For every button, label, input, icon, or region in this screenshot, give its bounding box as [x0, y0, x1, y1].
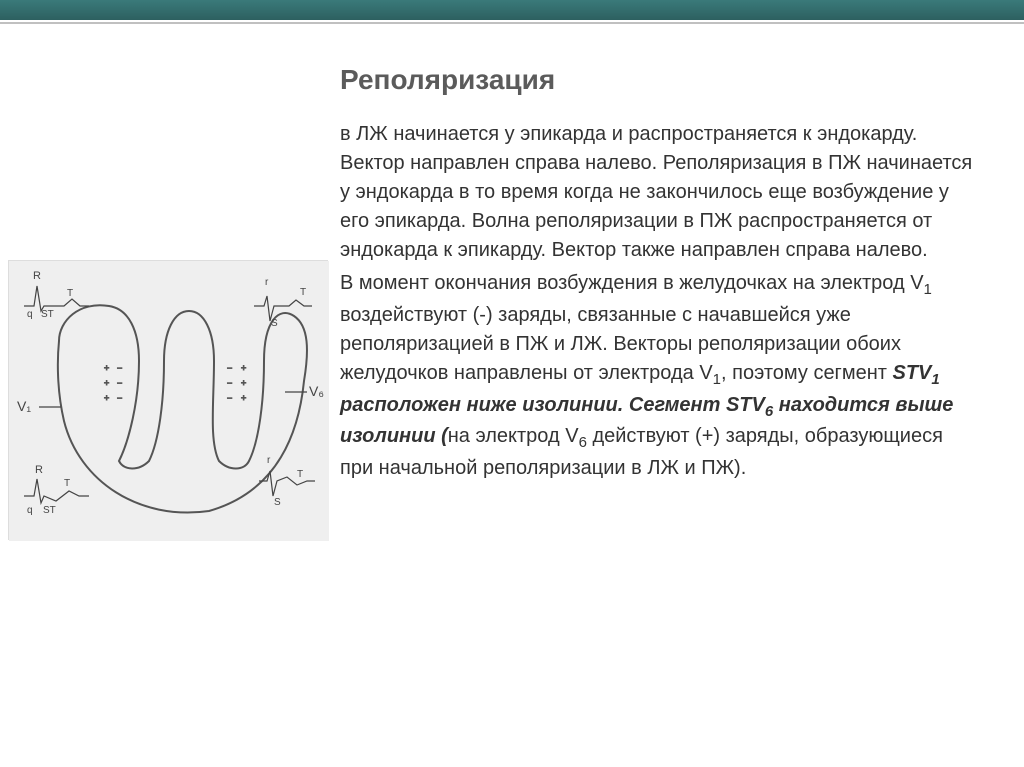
svg-text:+: +: [104, 378, 109, 388]
label-T2: T: [300, 287, 306, 298]
label-q3: q: [27, 505, 33, 516]
label-ST3: ST: [43, 505, 56, 516]
label-R: R: [33, 270, 41, 282]
label-R3: R: [35, 464, 43, 476]
svg-text:−: −: [117, 393, 122, 403]
label-T4: T: [297, 469, 303, 480]
sub-1a: 1: [924, 281, 932, 298]
italic-sub6: 6: [765, 403, 773, 420]
label-s2: S: [271, 318, 278, 329]
svg-text:+: +: [104, 393, 109, 403]
svg-text:−: −: [117, 363, 122, 373]
label-T3: T: [64, 478, 70, 489]
svg-text:−: −: [227, 378, 232, 388]
para2-d: на электрод V: [448, 425, 579, 447]
sub-6b: 6: [579, 434, 587, 451]
top-accent-bar: [0, 0, 1024, 20]
label-s4: S: [274, 497, 281, 508]
label-T1: T: [67, 288, 73, 299]
diagram-svg: +++ −−− −−− +++ R T ST q r T S V₁ V₆ R T…: [9, 261, 329, 541]
italic-stv1b: расположен ниже изолинии. Сегмент STV: [340, 394, 765, 416]
heart-diagram: +++ −−− −−− +++ R T ST q r T S V₁ V₆ R T…: [8, 260, 328, 540]
body-text: в ЛЖ начинается у эпикарда и распростран…: [340, 120, 980, 487]
italic-stv1a: STV: [893, 362, 932, 384]
sub-1b: 1: [713, 371, 721, 388]
divider: [0, 22, 1024, 24]
svg-text:+: +: [104, 363, 109, 373]
label-V6: V₆: [309, 383, 324, 399]
label-q1: q: [27, 309, 33, 320]
svg-text:−: −: [117, 378, 122, 388]
svg-text:+: +: [241, 378, 246, 388]
svg-text:+: +: [241, 363, 246, 373]
svg-text:−: −: [227, 393, 232, 403]
para2-c: , поэтому сегмент: [721, 362, 892, 384]
slide-title: Реполяризация: [340, 64, 555, 96]
label-ST1: ST: [41, 309, 54, 320]
svg-text:−: −: [227, 363, 232, 373]
svg-text:+: +: [241, 393, 246, 403]
label-V1: V₁: [17, 398, 31, 414]
para2-a: В момент окончания возбуждения в желудоч…: [340, 272, 924, 294]
para1: в ЛЖ начинается у эпикарда и распростран…: [340, 123, 972, 261]
italic-sub1: 1: [931, 371, 939, 388]
